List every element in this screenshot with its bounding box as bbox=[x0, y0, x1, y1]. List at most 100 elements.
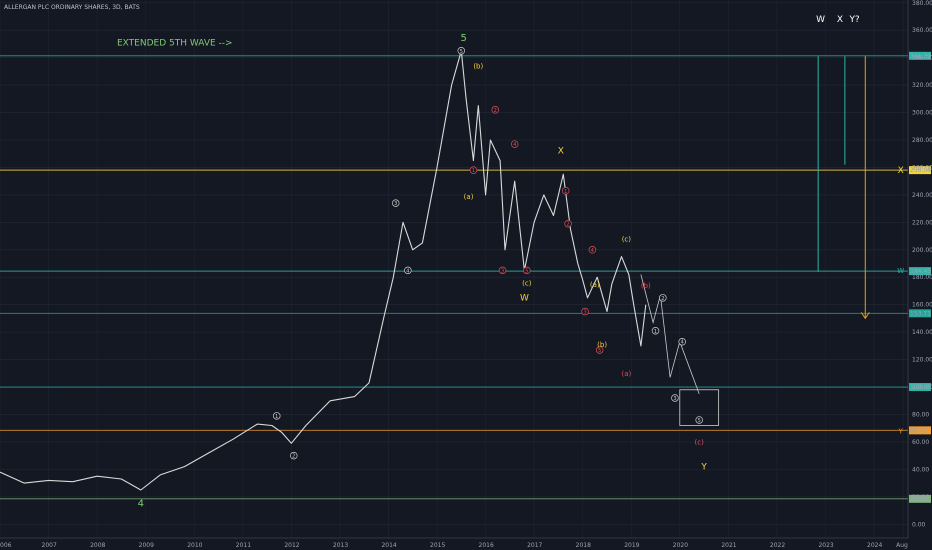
wave-marker-label: 5 bbox=[525, 268, 528, 274]
x-tick-label: 2015 bbox=[430, 542, 445, 549]
wave-annotation: (c) bbox=[695, 439, 705, 447]
wave-marker-circle bbox=[457, 47, 466, 55]
price-tag-label: 18.55 bbox=[910, 496, 927, 503]
wave-marker-label: 4 bbox=[513, 142, 516, 148]
x-tick-label: 2019 bbox=[624, 542, 639, 549]
wave-annotation: W bbox=[816, 15, 825, 25]
y-tick-label: 300.00 bbox=[912, 110, 932, 117]
wave-marker-label: 1 bbox=[564, 189, 567, 195]
wave-annotation: X bbox=[558, 147, 564, 157]
wave-marker-label: 4 bbox=[591, 248, 594, 254]
wave-marker-circle bbox=[498, 266, 507, 275]
wave-annotation: 5 bbox=[461, 33, 467, 44]
wave-marker-label: 4 bbox=[406, 268, 409, 274]
wave-annotation: X bbox=[837, 15, 843, 25]
wave-annotation: (b) bbox=[641, 282, 651, 290]
wave-marker-circle bbox=[523, 266, 531, 275]
wave-annotation: W bbox=[897, 267, 904, 275]
x-tick-label: 006 bbox=[0, 542, 12, 549]
chart-title: ALLERGAN PLC ORDINARY SHARES, 3D, BATS bbox=[4, 4, 140, 11]
wave-marker-circle bbox=[564, 219, 572, 228]
wave-marker-label: 3 bbox=[584, 310, 587, 316]
wave-marker-circle bbox=[678, 337, 686, 346]
wave-marker-label: 4 bbox=[681, 340, 684, 346]
y-tick-label: 100.00 bbox=[912, 384, 932, 391]
wave-marker-circle bbox=[671, 394, 679, 402]
wave-marker-circle bbox=[651, 327, 660, 335]
wave-marker-label: 1 bbox=[275, 414, 278, 420]
y-tick-label: 60.00 bbox=[912, 439, 929, 446]
price-tag-box bbox=[909, 309, 931, 318]
wave-marker-circle bbox=[391, 199, 400, 207]
x-tick-label: 2013 bbox=[333, 542, 348, 549]
wave-annotation: (c) bbox=[622, 236, 632, 244]
price-tag-box bbox=[909, 494, 931, 503]
wave-marker-circle bbox=[595, 346, 604, 354]
price-series bbox=[0, 50, 647, 491]
x-tick-label: Aug bbox=[896, 542, 908, 549]
y-tick-label: 80.00 bbox=[912, 411, 929, 418]
wave-marker-circle bbox=[404, 266, 412, 275]
y-tick-label: 360.00 bbox=[912, 27, 932, 34]
wave-annotation: 4 bbox=[138, 498, 144, 509]
wave-marker-circle bbox=[290, 451, 298, 460]
price-tag-label: 341.33 bbox=[910, 53, 931, 60]
wave-marker-label: 2 bbox=[292, 454, 295, 460]
y-tick-label: 260.00 bbox=[912, 164, 932, 171]
y-tick-label: 20.00 bbox=[912, 494, 929, 501]
price-tag-label: 153.71 bbox=[910, 310, 931, 317]
wave-annotation: Y bbox=[700, 462, 707, 472]
x-tick-label: 2022 bbox=[770, 542, 785, 549]
wave-marker-label: 2 bbox=[661, 296, 664, 302]
wave-marker-circle bbox=[491, 106, 500, 114]
y-tick-label: 140.00 bbox=[912, 329, 932, 336]
wave-marker-circle bbox=[469, 166, 478, 174]
x-tick-label: 2010 bbox=[187, 542, 202, 549]
price-tag-box bbox=[909, 267, 931, 276]
wave-marker-circle bbox=[659, 294, 667, 302]
wave-annotation: W bbox=[520, 294, 529, 304]
wave-annotation: (a) bbox=[590, 281, 600, 289]
price-tag-box bbox=[909, 51, 931, 60]
y-tick-label: 0.00 bbox=[912, 521, 926, 528]
y-tick-label: 280.00 bbox=[912, 137, 932, 144]
y-tick-label: 380.00 bbox=[912, 0, 932, 7]
wave-annotation: EXTENDED 5TH WAVE --> bbox=[117, 38, 233, 48]
wave-annotation: (c) bbox=[522, 279, 532, 287]
wave-marker-label: 5 bbox=[460, 49, 463, 55]
wave-annotation: (a) bbox=[621, 370, 631, 378]
y-tick-label: 200.00 bbox=[912, 247, 932, 254]
price-tag-label: 258.04 bbox=[910, 167, 931, 174]
y-tick-label: 240.00 bbox=[912, 192, 932, 199]
horizontal-levels: 341.33 258.04 184.45 153.71 100.00 68.43 18.55 bbox=[0, 51, 931, 503]
wave-annotation: (b) bbox=[473, 63, 483, 71]
wave-annotation: X bbox=[898, 166, 904, 176]
x-tick-label: 2011 bbox=[236, 542, 251, 549]
x-tick-label: 2024 bbox=[867, 542, 882, 549]
wave-marker-label: 2 bbox=[567, 222, 570, 228]
y-tick-label: 160.00 bbox=[912, 302, 932, 309]
wave-marker-label: 1 bbox=[654, 329, 657, 335]
wave-marker-label: 3 bbox=[394, 201, 397, 207]
wave-annotation: Y? bbox=[848, 15, 859, 25]
x-tick-label: 2007 bbox=[42, 542, 57, 549]
wave-marker-label: 5 bbox=[698, 418, 701, 424]
price-tag-box bbox=[909, 426, 931, 435]
wave-annotation: (a) bbox=[464, 193, 474, 201]
price-tag-label: 184.45 bbox=[910, 268, 931, 275]
x-tick-label: 2014 bbox=[381, 542, 396, 549]
wave-marker-circle bbox=[561, 187, 570, 195]
target-box bbox=[679, 389, 720, 426]
x-tick-label: 2020 bbox=[673, 542, 688, 549]
y-tick-label: 340.00 bbox=[912, 55, 932, 62]
wave-marker-circle bbox=[510, 140, 519, 148]
wave-marker-label: 5 bbox=[598, 348, 601, 354]
y-tick-label: 320.00 bbox=[912, 82, 932, 89]
x-tick-label: 2017 bbox=[527, 542, 542, 549]
wave-marker-circle bbox=[695, 416, 703, 424]
wave-marker-label: 3 bbox=[501, 268, 504, 274]
wave-marker-label: 3 bbox=[673, 396, 676, 402]
x-tick-label: 2023 bbox=[818, 542, 833, 549]
